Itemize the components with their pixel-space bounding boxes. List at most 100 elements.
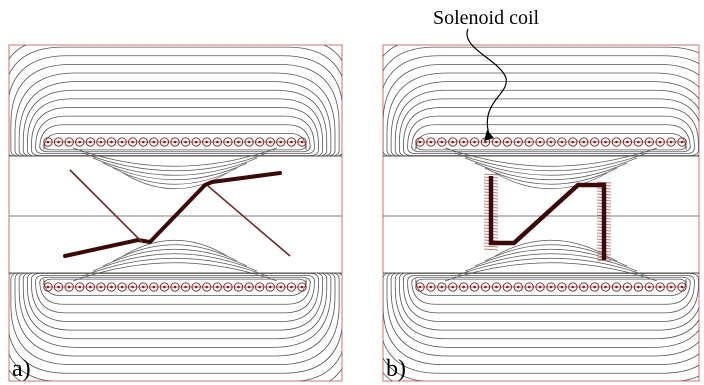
coil-turn-center	[268, 140, 272, 144]
coil-turn	[75, 137, 85, 147]
field-line	[112, 244, 238, 262]
coil-turn	[513, 137, 523, 147]
coil-turn	[96, 282, 106, 292]
coil-turn	[426, 282, 436, 292]
coil-turn-center	[57, 140, 60, 144]
coil-turn-center	[78, 140, 82, 144]
field-line	[9, 45, 342, 157]
coil-turn-center	[226, 140, 230, 144]
field-line	[82, 257, 268, 277]
field-line	[494, 172, 608, 190]
coil-turn	[212, 137, 222, 147]
coil-turn	[633, 282, 643, 292]
coil-turn-center	[67, 285, 71, 289]
coil-turn	[666, 282, 676, 292]
field-line	[464, 253, 638, 272]
coil-turn	[415, 282, 425, 292]
coil-turn	[170, 282, 180, 292]
coil-turn-center	[99, 140, 103, 144]
coil-turn-center	[110, 285, 113, 289]
coil-turn-center	[131, 140, 134, 144]
conductor-hairline	[483, 248, 499, 251]
coil-turn-center	[290, 140, 293, 144]
coil-turn-center	[473, 140, 476, 144]
coil-turn-center	[237, 140, 240, 144]
field-line	[474, 162, 628, 181]
coil-turn-center	[604, 285, 607, 289]
solenoid-coil-annotation: Solenoid coil	[433, 7, 540, 141]
coil-turn-center	[560, 140, 564, 144]
coil-turn	[180, 282, 191, 292]
coil-turn	[106, 137, 117, 147]
coil-turn	[415, 137, 425, 147]
coil-turn-center	[194, 285, 198, 289]
coil-turn	[448, 137, 458, 147]
coil-turn	[159, 137, 170, 147]
coil-turn	[297, 282, 307, 292]
coil-turn	[502, 137, 512, 147]
panel-b-inner-field-lines	[444, 147, 658, 282]
coil-turn	[297, 137, 307, 147]
field-line	[415, 132, 687, 151]
field-line	[403, 273, 699, 322]
coil-turn-center	[258, 140, 261, 144]
field-line	[43, 278, 307, 297]
coil-turn-center	[184, 285, 187, 289]
coil-turn-center	[110, 140, 113, 144]
coil-turn	[568, 282, 578, 292]
coil-turn-center	[451, 285, 455, 289]
field-line	[35, 274, 315, 314]
coil-turn-center	[141, 285, 145, 289]
field-line	[82, 152, 268, 172]
coil-turn-center	[680, 140, 684, 144]
field-line	[407, 115, 695, 155]
coil-turn-center	[78, 285, 82, 289]
panel-a-coil-rows	[43, 137, 307, 292]
coil-turn	[159, 282, 170, 292]
coil-turn	[223, 137, 233, 147]
field-line	[72, 262, 278, 282]
field-line	[122, 172, 228, 189]
coil-turn	[223, 282, 233, 292]
coil-turn	[212, 282, 222, 292]
field-line	[72, 147, 278, 167]
coil-turn-center	[473, 285, 476, 289]
panel-a-field-lines	[9, 45, 342, 381]
coil-turn-center	[549, 140, 553, 144]
coil-turn	[491, 282, 502, 292]
coil-turn	[53, 282, 64, 292]
coil-turn	[233, 137, 244, 147]
coil-turn	[64, 282, 74, 292]
coil-turn	[53, 137, 64, 147]
coil-turn-center	[429, 140, 433, 144]
field-line	[454, 257, 648, 277]
coil-turn	[459, 282, 469, 292]
coil-turn-center	[462, 140, 465, 144]
field-line	[386, 72, 699, 157]
field-line	[9, 272, 342, 381]
annotation-arrowhead	[484, 130, 494, 141]
coil-turn-center	[300, 140, 304, 144]
coil-turn	[459, 137, 469, 147]
panel-b: b)	[382, 44, 700, 382]
coil-turn	[480, 282, 491, 292]
coil-turn	[666, 137, 676, 147]
coil-turn-center	[205, 140, 209, 144]
coil-turn-center	[141, 140, 145, 144]
coil-turn-center	[120, 285, 124, 289]
field-line	[39, 124, 311, 153]
coil-turn-center	[462, 285, 465, 289]
coil-turn	[265, 137, 275, 147]
coil-turn-center	[300, 285, 304, 289]
field-line	[390, 81, 699, 157]
panel-b-conductor	[488, 176, 607, 260]
coil-turn-center	[658, 140, 662, 144]
coil-turn-center	[560, 285, 564, 289]
coil-turn-center	[131, 285, 134, 289]
coil-turn-center	[680, 285, 684, 289]
coil-turn-center	[152, 140, 156, 144]
coil-turn	[128, 137, 138, 147]
panel-b-field-lines	[383, 45, 699, 381]
panel-a-conductor	[63, 169, 291, 258]
coil-turn-center	[647, 140, 651, 144]
